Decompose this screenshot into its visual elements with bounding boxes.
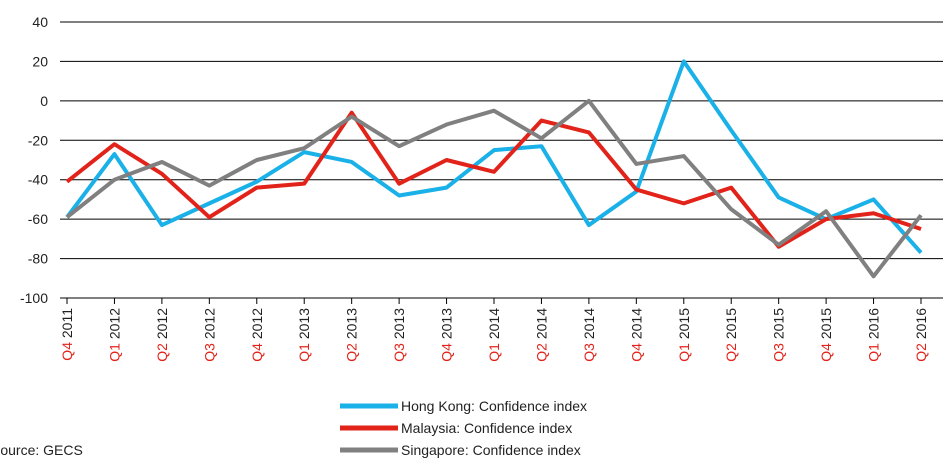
quarter-label: Q1 xyxy=(296,343,312,362)
year-label: 2013 xyxy=(344,308,360,339)
year-label: 2013 xyxy=(391,308,407,339)
quarter-label: Q3 xyxy=(201,343,217,362)
x-tick-label: Q2 2012 xyxy=(154,308,170,362)
year-label: 2015 xyxy=(723,308,739,339)
year-label: 2016 xyxy=(866,308,882,339)
quarter-label: Q2 xyxy=(913,343,929,362)
year-label: 2012 xyxy=(249,308,265,339)
quarter-label: Q3 xyxy=(581,343,597,362)
year-label: 2012 xyxy=(154,308,170,339)
quarter-label: Q4 xyxy=(249,343,265,362)
year-label: 2011 xyxy=(59,308,75,338)
quarter-label: Q2 xyxy=(533,343,549,362)
x-tick-label: Q2 2016 xyxy=(913,308,929,362)
year-label: 2013 xyxy=(296,308,312,339)
y-tick-label: 0 xyxy=(40,93,48,109)
quarter-label: Q4 xyxy=(59,342,75,361)
quarter-label: Q4 xyxy=(439,343,455,362)
year-label: 2014 xyxy=(486,308,502,339)
x-tick-label: Q2 2013 xyxy=(344,308,360,362)
x-tick-label: Q3 2012 xyxy=(201,308,217,362)
legend-label: Singapore: Confidence index xyxy=(401,442,581,458)
x-tick-label: Q3 2013 xyxy=(391,308,407,362)
x-tick-label: Q4 2011 xyxy=(59,308,75,361)
x-tick-label: Q2 2015 xyxy=(723,308,739,362)
x-tick-label: Q3 2015 xyxy=(771,308,787,362)
x-tick-label: Q3 2014 xyxy=(581,308,597,362)
data-line xyxy=(65,98,923,279)
quarter-label: Q2 xyxy=(344,343,360,362)
quarter-label: Q1 xyxy=(676,343,692,362)
quarter-label: Q3 xyxy=(771,343,787,362)
quarter-label: Q1 xyxy=(866,343,882,362)
x-tick-label: Q4 2012 xyxy=(249,308,265,362)
year-label: 2013 xyxy=(439,308,455,339)
year-label: 2014 xyxy=(628,308,644,339)
data-line xyxy=(65,59,923,254)
year-label: 2015 xyxy=(676,308,692,339)
quarter-label: Q4 xyxy=(628,343,644,362)
quarter-label: Q4 xyxy=(818,343,834,362)
year-label: 2012 xyxy=(106,308,122,339)
y-tick-label: -80 xyxy=(28,251,48,267)
x-tick-label: Q4 2015 xyxy=(818,308,834,362)
x-tick-label: Q1 2014 xyxy=(486,308,502,362)
quarter-label: Q3 xyxy=(391,343,407,362)
y-tick-label: -20 xyxy=(28,132,48,148)
year-label: 2015 xyxy=(771,308,787,339)
legend-label: Malaysia: Confidence index xyxy=(401,420,572,436)
x-tick-label: Q2 2014 xyxy=(533,308,549,362)
legend-label: Hong Kong: Confidence index xyxy=(401,398,587,414)
x-tick-label: Q1 2013 xyxy=(296,308,312,362)
quarter-label: Q1 xyxy=(106,343,122,362)
source-note: Source: GECS xyxy=(0,442,83,458)
y-tick-label: -60 xyxy=(28,211,48,227)
year-label: 2014 xyxy=(581,308,597,339)
y-tick-label: -100 xyxy=(20,290,48,306)
year-label: 2012 xyxy=(201,308,217,339)
quarter-label: Q2 xyxy=(154,343,170,362)
x-tick-label: Q4 2013 xyxy=(439,308,455,362)
quarter-label: Q1 xyxy=(486,343,502,362)
year-label: 2016 xyxy=(913,308,929,339)
x-tick-label: Q1 2015 xyxy=(676,308,692,362)
x-tick-label: Q4 2014 xyxy=(628,308,644,362)
x-tick-label: Q1 2012 xyxy=(106,308,122,362)
quarter-label: Q2 xyxy=(723,343,739,362)
year-label: 2014 xyxy=(533,308,549,339)
y-tick-label: 20 xyxy=(32,53,48,69)
year-label: 2015 xyxy=(818,308,834,339)
y-tick-label: 40 xyxy=(32,14,48,30)
x-tick-label: Q1 2016 xyxy=(866,308,882,362)
y-tick-label: -40 xyxy=(28,172,48,188)
